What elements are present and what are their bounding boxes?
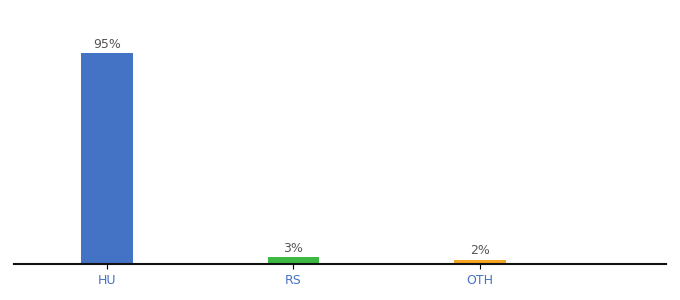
Bar — [268, 257, 319, 264]
Bar — [454, 260, 505, 264]
Text: 2%: 2% — [470, 244, 490, 257]
Text: 95%: 95% — [93, 38, 121, 51]
Bar — [81, 53, 133, 264]
Text: 3%: 3% — [284, 242, 303, 255]
